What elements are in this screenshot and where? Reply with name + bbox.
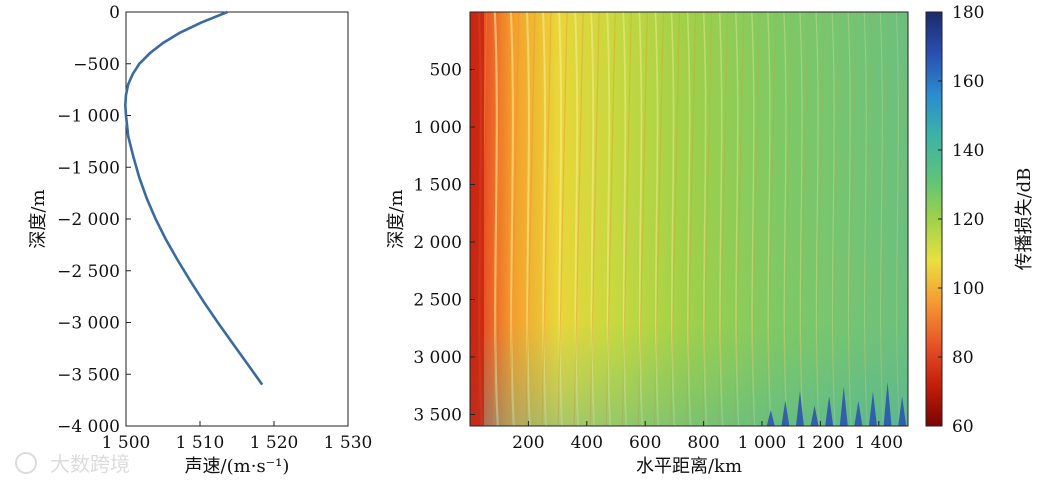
heatmap-y-tick-label: 3 500 — [413, 406, 462, 426]
colorbar-tick-label: 160 — [952, 72, 984, 92]
colorbar-label: 传播损失/dB — [1014, 168, 1035, 271]
watermark-text: 大数跨境 — [50, 452, 130, 476]
left-x-axis-label: 声速/(m·s⁻¹) — [185, 456, 290, 477]
left-y-tick-label: −2 500 — [57, 262, 120, 282]
colorbar-tick-label: 120 — [952, 210, 984, 230]
heatmap-y-axis-label: 深度/m — [386, 189, 407, 248]
left-x-ticks: 1 500 1 510 1 520 1 530 — [102, 421, 373, 453]
deep-loss-spikes — [766, 382, 907, 426]
left-y-tick-label: −3 500 — [57, 365, 120, 385]
left-y-tick-label: −1 000 — [57, 107, 120, 127]
heatmap-x-tick-label: 1 400 — [854, 433, 903, 453]
transmission-loss-chart: 500 1 000 1 500 2 000 2 500 3 000 3 500 200 400… — [386, 3, 1035, 477]
left-y-tick-label: −3 000 — [57, 314, 120, 334]
colorbar-tick-label: 100 — [952, 279, 984, 299]
colorbar-tick-label: 80 — [952, 348, 974, 368]
left-y-tick-label: 0 — [109, 3, 120, 23]
heatmap-x-tick-label: 400 — [571, 433, 603, 453]
left-plot-frame — [125, 11, 349, 427]
heatmap-y-ticks: 500 1 000 1 500 2 000 2 500 3 000 3 500 — [413, 61, 475, 426]
watermark: 大数跨境 — [15, 452, 130, 476]
heatmap-y-tick-label: 2 500 — [413, 291, 462, 311]
left-x-tick-label: 1 500 — [102, 433, 151, 453]
heatmap-x-tick-label: 600 — [629, 433, 661, 453]
colorbar-ticks: 60 80 100 120 140 160 180 — [938, 3, 984, 437]
heatmap-y-tick-label: 2 000 — [413, 233, 462, 253]
watermark-logo-icon — [15, 452, 37, 474]
heatmap-x-axis-label: 水平距离/km — [636, 456, 742, 477]
left-y-tick-label: −500 — [73, 55, 120, 75]
left-y-axis-label: 深度/m — [28, 189, 49, 248]
heatmap-x-tick-label: 1 200 — [796, 433, 845, 453]
left-x-tick-label: 1 530 — [324, 433, 373, 453]
colorbar-tick-label: 180 — [952, 3, 984, 23]
left-y-tick-label: −4 000 — [57, 417, 120, 437]
heatmap-field — [470, 12, 908, 426]
heatmap-x-tick-label: 200 — [512, 433, 544, 453]
left-y-ticks: 0 −500 −1 000 −1 500 −2 000 −2 500 −3 000 −3 50… — [57, 3, 131, 437]
heatmap-x-ticks: 200 400 600 800 1 000 1 200 1 400 — [512, 421, 903, 453]
heatmap-y-tick-label: 1 500 — [413, 176, 462, 196]
heatmap-y-tick-label: 500 — [430, 61, 462, 81]
heatmap-x-tick-label: 800 — [687, 433, 719, 453]
left-y-tick-label: −1 500 — [57, 158, 120, 178]
colorbar-tick-label: 60 — [952, 417, 974, 437]
left-x-tick-label: 1 510 — [176, 433, 225, 453]
left-x-tick-label: 1 520 — [250, 433, 299, 453]
heatmap-y-tick-label: 1 000 — [413, 118, 462, 138]
sound-speed-line — [123, 10, 264, 386]
heatmap-x-tick-label: 1 000 — [738, 433, 787, 453]
sound-speed-chart: 0 −500 −1 000 −1 500 −2 000 −2 500 −3 000 −3 50… — [28, 3, 372, 477]
heatmap-y-tick-label: 3 000 — [413, 348, 462, 368]
left-y-tick-label: −2 000 — [57, 210, 120, 230]
heatmap-frame — [469, 11, 909, 427]
colorbar-tick-label: 140 — [952, 141, 984, 161]
